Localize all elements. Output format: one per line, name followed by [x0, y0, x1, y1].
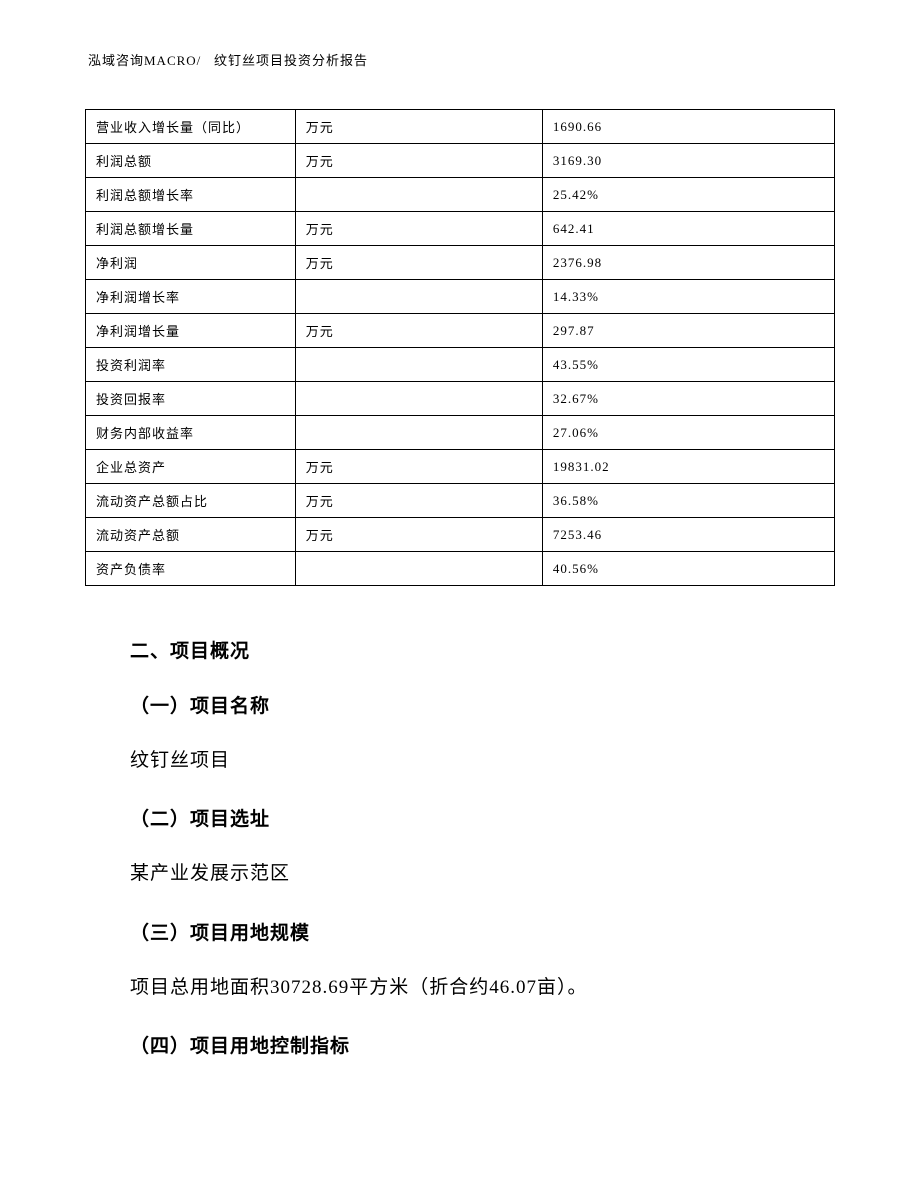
- table-row: 利润总额增长量万元642.41: [86, 212, 835, 246]
- table-cell-value: 642.41: [542, 212, 834, 246]
- table-cell-label: 财务内部收益率: [86, 416, 296, 450]
- table-cell-label: 流动资产总额占比: [86, 484, 296, 518]
- header-company: 泓域咨询MACRO/: [88, 53, 201, 68]
- table-cell-value: 19831.02: [542, 450, 834, 484]
- table-cell-label: 资产负债率: [86, 552, 296, 586]
- table-row: 投资回报率 32.67%: [86, 382, 835, 416]
- table-cell-value: 2376.98: [542, 246, 834, 280]
- table-cell-unit: 万元: [295, 246, 542, 280]
- table-cell-value: 27.06%: [542, 416, 834, 450]
- table-cell-value: 3169.30: [542, 144, 834, 178]
- table-row: 净利润增长率 14.33%: [86, 280, 835, 314]
- table-row: 利润总额万元3169.30: [86, 144, 835, 178]
- section-main-title: 二、项目概况: [130, 636, 815, 663]
- subsection-1-title: （一）项目名称: [130, 691, 815, 718]
- table-cell-label: 利润总额: [86, 144, 296, 178]
- table-cell-unit: [295, 280, 542, 314]
- table-cell-label: 净利润: [86, 246, 296, 280]
- subsection-3-title: （三）项目用地规模: [130, 918, 815, 945]
- table-cell-unit: [295, 178, 542, 212]
- subsection-4-title: （四）项目用地控制指标: [130, 1031, 815, 1058]
- table-row: 流动资产总额万元7253.46: [86, 518, 835, 552]
- table-row: 利润总额增长率 25.42%: [86, 178, 835, 212]
- document-content: 二、项目概况 （一）项目名称 纹钉丝项目 （二）项目选址 某产业发展示范区 （三…: [85, 636, 835, 1058]
- table-cell-unit: 万元: [295, 144, 542, 178]
- table-cell-unit: [295, 348, 542, 382]
- table-cell-label: 利润总额增长率: [86, 178, 296, 212]
- table-cell-unit: [295, 552, 542, 586]
- table-cell-label: 企业总资产: [86, 450, 296, 484]
- table-cell-label: 营业收入增长量（同比）: [86, 110, 296, 144]
- table-cell-unit: 万元: [295, 518, 542, 552]
- table-cell-unit: 万元: [295, 110, 542, 144]
- table-cell-value: 32.67%: [542, 382, 834, 416]
- table-cell-unit: 万元: [295, 314, 542, 348]
- table-cell-value: 14.33%: [542, 280, 834, 314]
- subsection-2-title: （二）项目选址: [130, 804, 815, 831]
- subsection-1-text: 纹钉丝项目: [130, 746, 815, 776]
- table-cell-unit: [295, 382, 542, 416]
- table-row: 资产负债率 40.56%: [86, 552, 835, 586]
- table-cell-label: 流动资产总额: [86, 518, 296, 552]
- table-cell-value: 43.55%: [542, 348, 834, 382]
- table-row: 净利润增长量万元297.87: [86, 314, 835, 348]
- table-row: 投资利润率 43.55%: [86, 348, 835, 382]
- table-cell-value: 297.87: [542, 314, 834, 348]
- table-cell-label: 净利润增长量: [86, 314, 296, 348]
- subsection-3-text: 项目总用地面积30728.69平方米（折合约46.07亩）。: [130, 973, 815, 1003]
- table-cell-label: 利润总额增长量: [86, 212, 296, 246]
- table-cell-unit: 万元: [295, 484, 542, 518]
- table-row: 财务内部收益率 27.06%: [86, 416, 835, 450]
- table-cell-unit: 万元: [295, 212, 542, 246]
- document-header: 泓域咨询MACRO/ 纹钉丝项目投资分析报告: [85, 50, 835, 69]
- table-cell-value: 1690.66: [542, 110, 834, 144]
- subsection-2-text: 某产业发展示范区: [130, 859, 815, 889]
- table-row: 净利润万元2376.98: [86, 246, 835, 280]
- table-row: 营业收入增长量（同比）万元1690.66: [86, 110, 835, 144]
- table-row: 流动资产总额占比万元36.58%: [86, 484, 835, 518]
- table-cell-value: 7253.46: [542, 518, 834, 552]
- table-cell-label: 投资回报率: [86, 382, 296, 416]
- header-doc-title: 纹钉丝项目投资分析报告: [214, 53, 368, 68]
- table-cell-value: 40.56%: [542, 552, 834, 586]
- table-cell-value: 25.42%: [542, 178, 834, 212]
- table-cell-label: 投资利润率: [86, 348, 296, 382]
- table-cell-label: 净利润增长率: [86, 280, 296, 314]
- financial-data-table: 营业收入增长量（同比）万元1690.66利润总额万元3169.30利润总额增长率…: [85, 109, 835, 586]
- table-cell-value: 36.58%: [542, 484, 834, 518]
- table-cell-unit: [295, 416, 542, 450]
- table-row: 企业总资产万元19831.02: [86, 450, 835, 484]
- table-cell-unit: 万元: [295, 450, 542, 484]
